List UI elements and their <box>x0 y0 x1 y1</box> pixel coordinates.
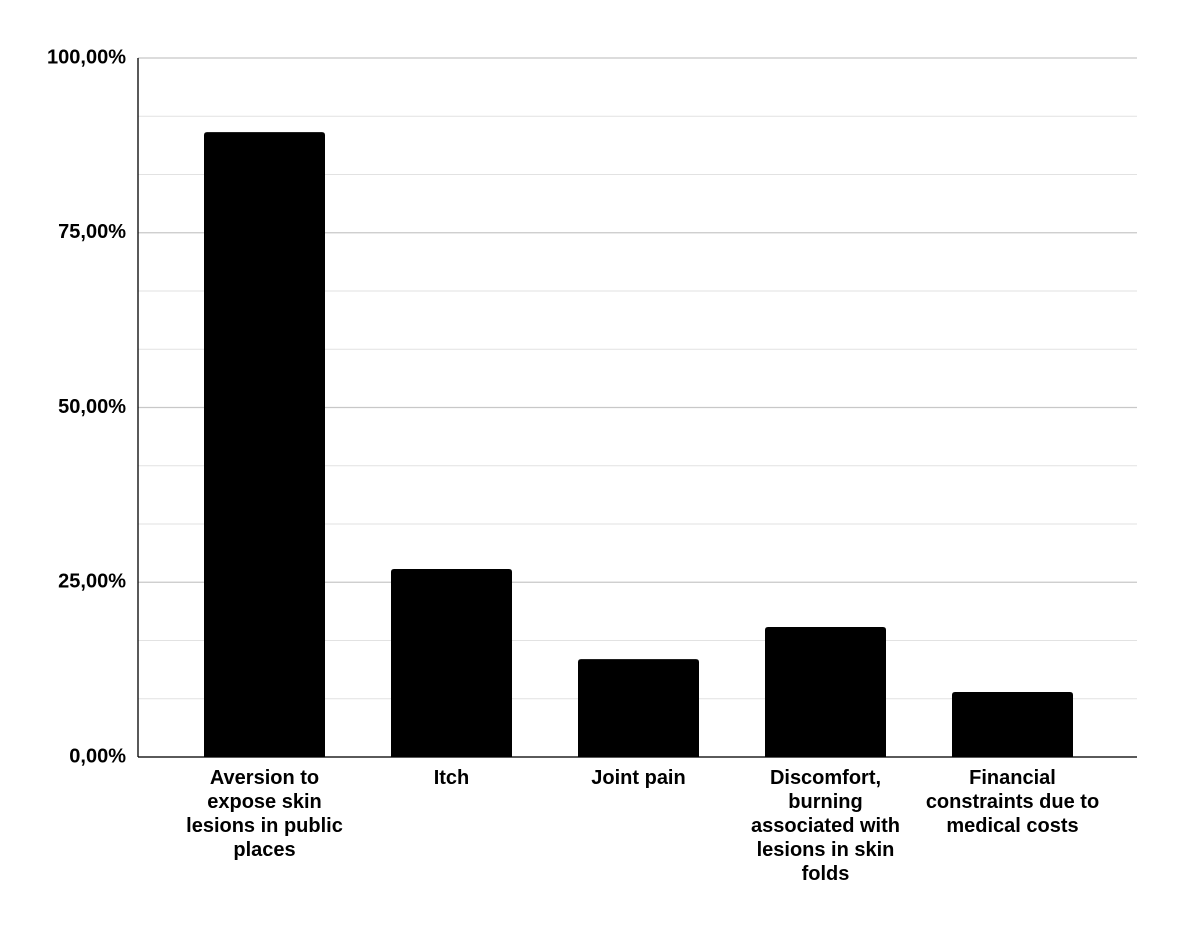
y-tick-label: 0,00% <box>69 745 126 767</box>
x-tick-label: Itch <box>433 767 470 789</box>
x-tick-label: Financial constraints due to medical cos… <box>925 767 1100 837</box>
bar <box>952 691 1073 757</box>
bar <box>578 659 699 757</box>
y-tick-label: 75,00% <box>58 221 126 243</box>
y-tick-label: 50,00% <box>58 396 126 418</box>
x-tick-label: Discomfort, burning associated with lesi… <box>751 767 900 885</box>
x-tick-label: Joint pain <box>591 767 686 789</box>
x-tick-label: Aversion to expose skin lesions in publi… <box>186 767 343 861</box>
y-tick-label: 100,00% <box>47 46 126 68</box>
bar <box>204 132 325 757</box>
bar <box>765 626 886 757</box>
bar <box>391 568 512 757</box>
y-tick-label: 25,00% <box>58 571 126 593</box>
